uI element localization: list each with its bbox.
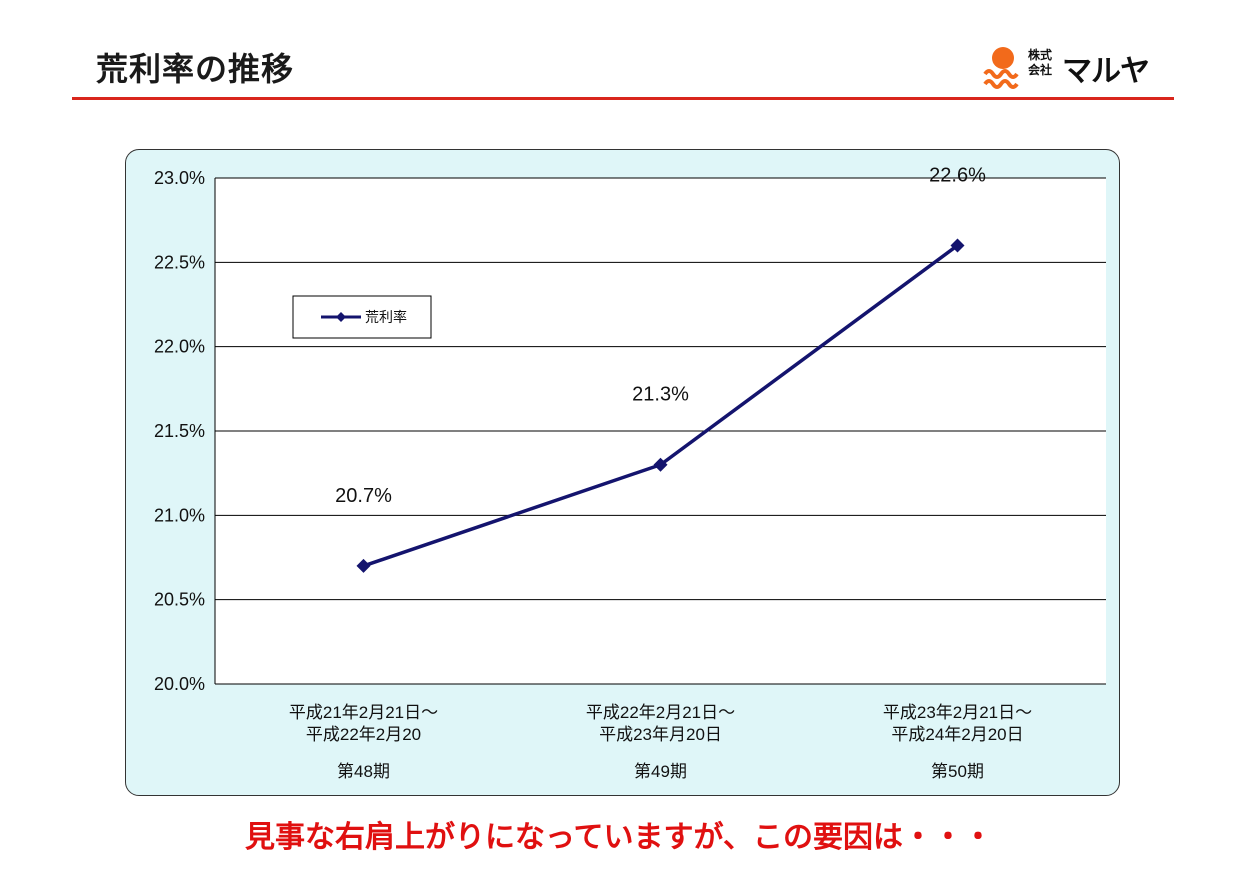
x-tick-label: 第49期 bbox=[634, 762, 687, 781]
data-label: 20.7% bbox=[335, 485, 392, 507]
data-point bbox=[950, 238, 965, 253]
data-label: 22.6% bbox=[929, 164, 986, 186]
legend-label: 荒利率 bbox=[365, 309, 407, 325]
legend-marker bbox=[336, 312, 346, 322]
y-tick-label: 22.5% bbox=[154, 252, 205, 272]
title-rule bbox=[72, 97, 1174, 100]
caption: 見事な右肩上がりになっていますが、この要因は・・・ bbox=[245, 820, 993, 855]
slide-title: 荒利率の推移 bbox=[96, 50, 295, 88]
logo-brand: マルヤ bbox=[1062, 54, 1150, 89]
line-chart: 20.0% 20.5% 21.0% 21.5% 22.0% 22.5% 23.0% 平成21年… bbox=[154, 164, 1106, 781]
chart-panel: 20.0% 20.5% 21.0% 21.5% 22.0% 22.5% 23.0% 平成21年… bbox=[125, 149, 1120, 796]
y-tick-label: 20.0% bbox=[154, 674, 205, 694]
y-tick-label: 23.0% bbox=[154, 168, 205, 188]
y-tick-label: 21.5% bbox=[154, 421, 205, 441]
x-tick-label: 平成24年2月20日 bbox=[891, 725, 1023, 744]
y-tick-label: 20.5% bbox=[154, 590, 205, 610]
logo-corp-label: 株式 会社 bbox=[1028, 48, 1053, 77]
data-point bbox=[653, 457, 668, 472]
x-tick-label: 平成22年2月20 bbox=[306, 725, 421, 744]
company-logo: 株式 会社 マルヤ bbox=[982, 44, 1172, 94]
data-label: 21.3% bbox=[632, 384, 689, 406]
data-point bbox=[356, 558, 371, 573]
y-tick-label: 22.0% bbox=[154, 337, 205, 357]
sun-wave-icon bbox=[983, 47, 1019, 89]
x-tick-label: 第50期 bbox=[931, 762, 984, 781]
x-tick-label: 平成21年2月21日～ bbox=[289, 703, 438, 722]
x-tick-label: 第48期 bbox=[337, 762, 390, 781]
x-tick-label: 平成22年2月21日～ bbox=[586, 703, 735, 722]
y-tick-label: 21.0% bbox=[154, 505, 205, 525]
x-tick-label: 平成23年月20日 bbox=[599, 725, 722, 744]
legend-box bbox=[292, 295, 432, 339]
x-tick-label: 平成23年2月21日～ bbox=[883, 703, 1032, 722]
